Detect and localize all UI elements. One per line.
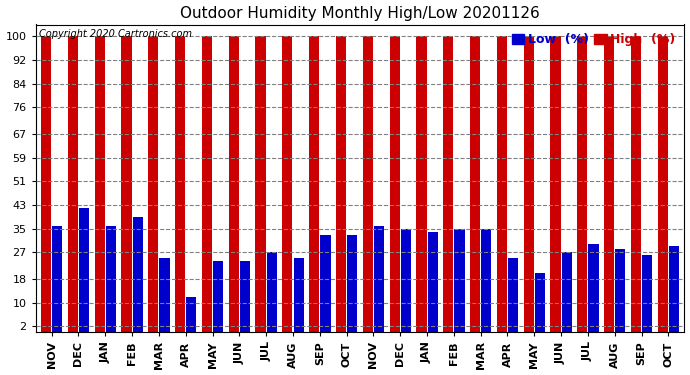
Bar [282, 36, 293, 332]
Bar [562, 252, 572, 332]
Legend: Low  (%), High  (%): Low (%), High (%) [509, 31, 678, 49]
Bar [401, 229, 411, 332]
Bar [374, 226, 384, 332]
Bar [121, 36, 132, 332]
Bar [428, 232, 437, 332]
Bar [481, 229, 491, 332]
Bar [52, 226, 62, 332]
Bar [347, 235, 357, 332]
Bar [390, 36, 400, 332]
Bar [455, 229, 464, 332]
Bar [589, 243, 599, 332]
Bar [148, 36, 159, 332]
Bar [255, 36, 266, 332]
Bar [604, 36, 614, 332]
Bar [443, 36, 453, 332]
Bar [240, 261, 250, 332]
Bar [95, 36, 105, 332]
Bar [363, 36, 373, 332]
Title: Outdoor Humidity Monthly High/Low 20201126: Outdoor Humidity Monthly High/Low 202011… [180, 6, 540, 21]
Bar [320, 235, 331, 332]
Bar [132, 217, 143, 332]
Bar [79, 208, 89, 332]
Bar [213, 261, 224, 332]
Bar [497, 36, 507, 332]
Bar [228, 36, 239, 332]
Bar [658, 36, 668, 332]
Bar [175, 36, 185, 332]
Bar [470, 36, 480, 332]
Bar [201, 36, 212, 332]
Bar [535, 273, 545, 332]
Bar [159, 258, 170, 332]
Bar [669, 246, 679, 332]
Bar [186, 297, 197, 332]
Bar [309, 36, 319, 332]
Bar [615, 249, 625, 332]
Bar [106, 226, 116, 332]
Bar [578, 36, 587, 332]
Bar [68, 36, 78, 332]
Bar [416, 36, 426, 332]
Bar [293, 258, 304, 332]
Bar [631, 36, 641, 332]
Bar [508, 258, 518, 332]
Text: Copyright 2020 Cartronics.com: Copyright 2020 Cartronics.com [39, 29, 192, 39]
Bar [524, 36, 534, 332]
Bar [551, 36, 560, 332]
Bar [267, 252, 277, 332]
Bar [41, 36, 51, 332]
Bar [336, 36, 346, 332]
Bar [642, 255, 652, 332]
